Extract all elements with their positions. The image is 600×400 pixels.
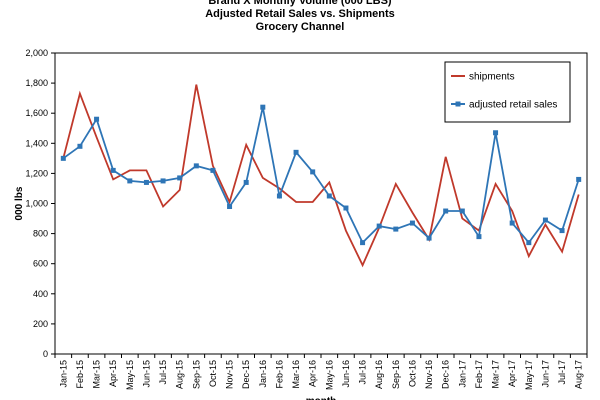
series-line-0: [62, 84, 580, 268]
data-point: [127, 178, 133, 184]
data-point: [526, 240, 532, 246]
x-tick-label: Jan-16: [258, 360, 268, 388]
x-tick-label: Aug-16: [374, 360, 384, 389]
data-point: [260, 104, 266, 110]
x-tick-label: Sep-16: [391, 360, 401, 389]
data-point: [227, 204, 233, 210]
y-tick-label: 600: [33, 259, 48, 269]
data-point: [326, 193, 332, 199]
x-tick-label: May-17: [524, 360, 534, 390]
chart-subtitle: Adjusted Retail Sales vs. Shipments: [205, 8, 395, 20]
x-tick-label: Aug-17: [574, 360, 584, 389]
chart-title: Brand X Monthly Volume (000 LBS): [208, 0, 392, 7]
x-tick-label: Dec-15: [241, 360, 251, 389]
data-point: [493, 130, 499, 136]
y-tick-label: 200: [33, 319, 48, 329]
x-tick-label: Jun-15: [141, 360, 151, 388]
x-tick-label: Aug-15: [175, 360, 185, 389]
legend-label-0: shipments: [469, 72, 515, 83]
x-axis-title: month: [306, 396, 337, 400]
legend-label-1: adjusted retail sales: [469, 100, 557, 111]
data-point: [459, 208, 465, 214]
data-point: [393, 226, 399, 232]
data-point: [476, 234, 482, 240]
data-point: [426, 235, 432, 241]
data-point: [509, 220, 515, 226]
y-tick-label: 2,000: [25, 48, 48, 58]
x-tick-label: Feb-17: [474, 360, 484, 389]
data-point: [276, 193, 282, 199]
data-point: [293, 149, 299, 155]
x-tick-label: Dec-16: [441, 360, 451, 389]
data-point: [177, 175, 183, 181]
x-tick-label: Apr-16: [308, 360, 318, 387]
data-point: [576, 176, 582, 182]
data-point: [77, 143, 83, 149]
y-tick-label: 1,800: [25, 78, 48, 88]
y-tick-label: 800: [33, 229, 48, 239]
x-tick-label: Feb-15: [75, 360, 85, 389]
y-axis-title: 000 lbs: [14, 186, 25, 220]
data-point: [443, 208, 449, 214]
data-point: [60, 155, 66, 161]
x-tick-label: Oct-15: [208, 360, 218, 387]
data-point: [409, 220, 415, 226]
x-tick-label: Jul-16: [358, 360, 368, 385]
x-tick-label: Jun-17: [540, 360, 550, 388]
x-tick-label: Oct-16: [407, 360, 417, 387]
x-tick-label: Jan-17: [457, 360, 467, 388]
y-tick-label: 1,400: [25, 138, 48, 148]
data-point: [243, 179, 249, 185]
legend-marker-1: [455, 101, 461, 107]
data-point: [193, 163, 199, 169]
legend-box: [444, 61, 571, 123]
data-point: [343, 205, 349, 211]
x-tick-label: Apr-17: [507, 360, 517, 387]
series-line-1: [62, 107, 580, 245]
x-tick-label: Sep-15: [191, 360, 201, 389]
x-tick-label: Jun-16: [341, 360, 351, 388]
x-tick-label: Mar-16: [291, 360, 301, 389]
x-tick-label: Apr-15: [108, 360, 118, 387]
chart-subtitle-channel: Grocery Channel: [255, 21, 345, 33]
x-tick-label: Mar-17: [491, 360, 501, 389]
x-tick-label: Nov-16: [424, 360, 434, 389]
y-tick-label: 1,000: [25, 199, 48, 209]
x-tick-label: Jul-17: [557, 360, 567, 385]
x-tick-label: May-16: [324, 360, 334, 390]
x-tick-label: May-15: [125, 360, 135, 390]
x-tick-label: Nov-15: [225, 360, 235, 389]
y-tick-label: 1,600: [25, 108, 48, 118]
data-point: [94, 116, 100, 122]
y-tick-label: 400: [33, 289, 48, 299]
data-point: [210, 167, 216, 173]
data-point: [542, 217, 548, 223]
y-tick-label: 1,200: [25, 168, 48, 178]
x-tick-label: Jul-15: [158, 360, 168, 385]
data-point: [376, 223, 382, 229]
data-point: [360, 240, 366, 246]
x-tick-label: Feb-16: [274, 360, 284, 389]
x-tick-label: Jan-15: [58, 360, 68, 388]
data-point: [160, 178, 166, 184]
data-point: [310, 169, 316, 175]
data-point: [143, 179, 149, 185]
data-point: [110, 167, 116, 173]
y-tick-label: 0: [43, 349, 48, 359]
x-tick-label: Mar-15: [92, 360, 102, 389]
data-point: [559, 228, 565, 234]
